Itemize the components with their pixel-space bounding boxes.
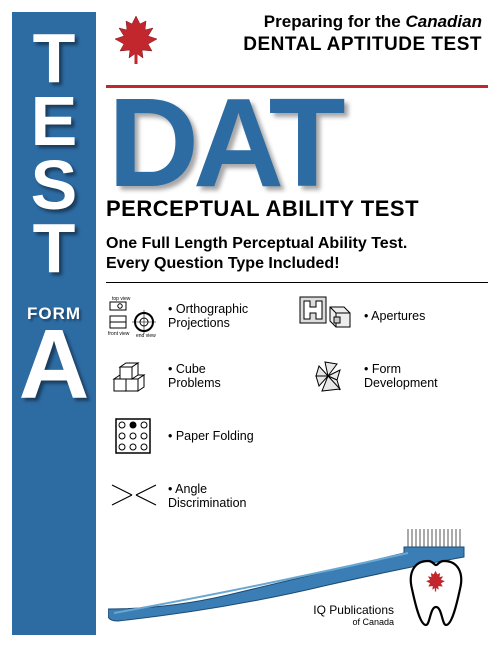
header-text: Preparing for the Canadian DENTAL APTITU… [172,12,488,56]
topics-grid: top view front view end view • Orthograp… [106,293,488,519]
sidebar-form-block: FORM A [19,304,90,402]
svg-text:front view: front view [108,331,130,337]
sidebar: T E S T FORM A [12,12,96,635]
sidebar-letter: E [31,93,78,150]
divider [106,282,488,284]
sidebar-test-word: T E S T [31,30,78,278]
svg-text:end view: end view [136,333,156,339]
maple-leaf-icon [106,12,166,77]
paper-folding-icon [106,413,162,459]
page: T E S T FORM A Preparing for the Canadia… [0,0,500,647]
orthographic-icon: top view front view end view [106,293,162,339]
angle-icon [106,473,162,519]
topic-cube: • Cube Problems [168,362,292,391]
prep-line: Preparing for the Canadian [172,12,482,32]
header: Preparing for the Canadian DENTAL APTITU… [106,12,488,77]
main-content: Preparing for the Canadian DENTAL APTITU… [96,12,488,635]
sidebar-letter: T [33,30,76,87]
cube-icon [106,353,162,399]
sidebar-letter: T [33,220,76,277]
publisher-name: IQ Publications [313,603,394,617]
apertures-icon [298,293,358,339]
form-dev-icon [298,353,358,399]
tagline: One Full Length Perceptual Ability Test.… [106,234,488,274]
form-letter: A [19,326,90,402]
brand-big: DAT [108,94,488,192]
topic-angle: • Angle Discrimination [168,482,292,511]
bottom-graphics: IQ Publications of Canada [108,523,486,633]
tagline-1: One Full Length Perceptual Ability Test. [106,234,488,254]
topic-paper-folding: • Paper Folding [168,429,292,443]
prep-em: Canadian [405,12,482,31]
publisher-sub: of Canada [313,617,394,627]
topic-apertures: • Apertures [364,309,488,323]
brand-subtitle: PERCEPTUAL ABILITY TEST [106,196,488,222]
header-title: DENTAL APTITUDE TEST [172,34,482,56]
tooth-logo-icon [411,561,461,625]
prep-prefix: Preparing for the [264,12,406,31]
topic-orthographic: • Orthographic Projections [168,302,292,331]
publisher: IQ Publications of Canada [313,603,394,627]
svg-text:top view: top view [112,296,131,302]
sidebar-letter: S [31,157,78,214]
topic-form-dev: • Form Development [364,362,488,391]
tagline-2: Every Question Type Included! [106,254,488,274]
